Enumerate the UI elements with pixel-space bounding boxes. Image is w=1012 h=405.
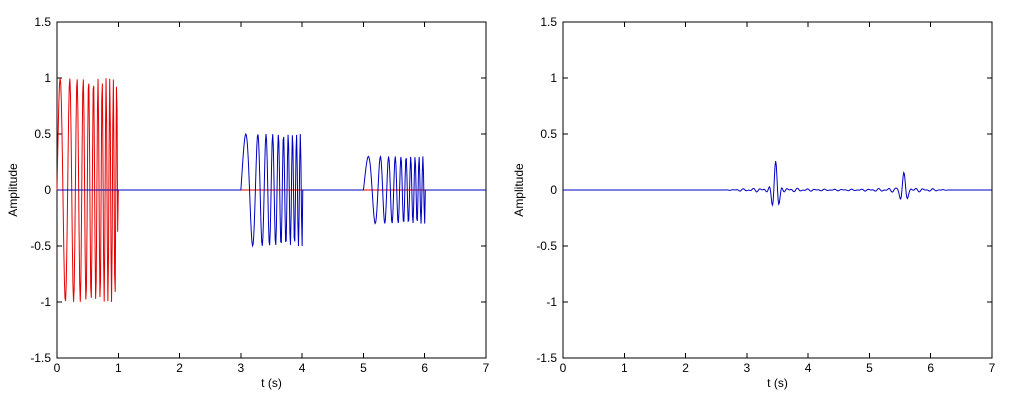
- x-tick-label: 5: [866, 361, 873, 375]
- y-tick-label: -1: [40, 295, 51, 309]
- x-tick-label: 7: [483, 361, 490, 375]
- y-tick-label: -0.5: [536, 239, 557, 253]
- y-tick-label: 0.5: [540, 127, 557, 141]
- x-tick-label: 4: [805, 361, 812, 375]
- x-tick-label: 7: [989, 361, 996, 375]
- left-plot-canvas: 0 1 2 3 4 5 6 7 -1.5 -1 -0.5 0 0.5 1 1.5: [30, 15, 490, 375]
- y-tick-label: -1.5: [536, 351, 557, 365]
- y-tick-label: 1.5: [34, 15, 51, 29]
- x-tick-label: 2: [176, 361, 183, 375]
- x-tick-label: 1: [115, 361, 122, 375]
- y-tick-label: 1: [44, 71, 51, 85]
- x-tick-label: 0: [54, 361, 61, 375]
- y-tick-label: -0.5: [30, 239, 51, 253]
- right-y-axis-label: Amplitude: [512, 163, 526, 217]
- blue-chirp-burst-signal: [57, 132, 486, 248]
- x-tick-label: 6: [927, 361, 934, 375]
- right-x-axis-label: t (s): [767, 376, 788, 390]
- y-tick-label: 0: [44, 183, 51, 197]
- y-tick-label: 1.5: [540, 15, 557, 29]
- x-tick-label: 1: [621, 361, 628, 375]
- left-y-axis-label: Amplitude: [6, 163, 20, 217]
- x-tick-label: 0: [560, 361, 567, 375]
- left-x-axis-label: t (s): [261, 376, 282, 390]
- y-tick-label: 0: [550, 183, 557, 197]
- x-tick-label: 3: [238, 361, 245, 375]
- x-tick-label: 5: [360, 361, 367, 375]
- y-tick-label: 1: [550, 71, 557, 85]
- y-tick-label: -1.5: [30, 351, 51, 365]
- left-subplot: 0 1 2 3 4 5 6 7 -1.5 -1 -0.5 0 0.5 1 1.5 t (s) Amplitu…: [6, 15, 490, 390]
- x-tick-label: 3: [744, 361, 751, 375]
- x-tick-label: 6: [421, 361, 428, 375]
- right-plot-canvas: 0 1 2 3 4 5 6 7 -1.5 -1 -0.5 0 0.5 1 1.5: [536, 15, 996, 375]
- x-tick-label: 2: [682, 361, 689, 375]
- y-tick-label: -1: [546, 295, 557, 309]
- x-tick-label: 4: [299, 361, 306, 375]
- right-subplot: 0 1 2 3 4 5 6 7 -1.5 -1 -0.5 0 0.5 1 1.5 t (s) Amplitu…: [506, 0, 1012, 405]
- blue-detection-output-signal: [563, 160, 992, 207]
- y-tick-label: 0.5: [34, 127, 51, 141]
